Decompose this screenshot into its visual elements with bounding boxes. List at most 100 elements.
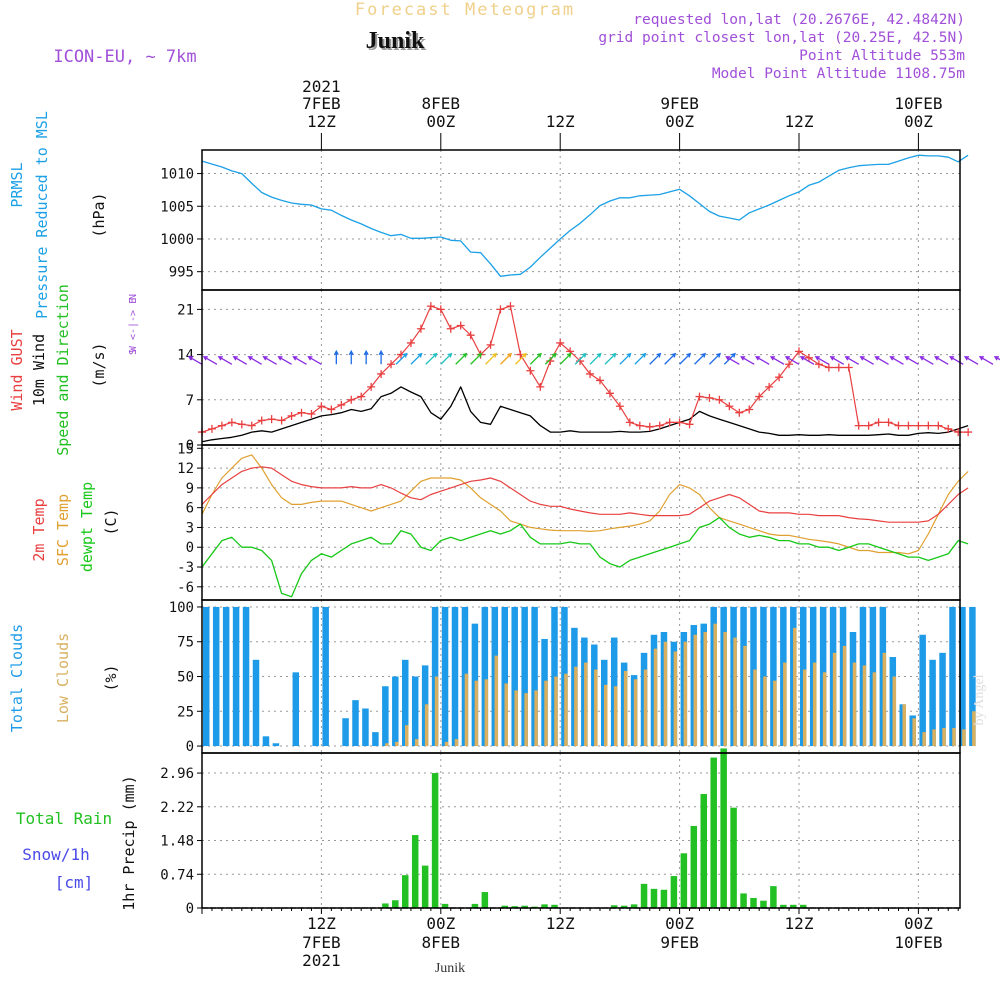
low-cloud-bar (414, 739, 419, 747)
low-cloud-bar (733, 637, 737, 747)
gust-point (904, 421, 913, 430)
gust-point (645, 422, 654, 431)
gust-point (317, 402, 326, 411)
bottom-axis-label: 00Z (665, 914, 694, 933)
label-precip-mm: 1hr Precip (mm) (120, 775, 138, 910)
low-cloud-bar (932, 729, 936, 747)
low-cloud-bar (405, 725, 409, 747)
total-cloud-bar (481, 606, 489, 747)
rain-bar (421, 865, 429, 908)
bottom-axis-label: 00Z (426, 914, 455, 933)
total-cloud-bar (521, 606, 528, 747)
wind-arrow (529, 352, 542, 365)
low-cloud-bar (683, 641, 688, 747)
gust-point (695, 392, 704, 401)
dewpt-line (201, 516, 969, 598)
low-cloud-bar (962, 729, 966, 747)
bottom-axis-label: 8FEB (422, 933, 461, 952)
total-cloud-bar (411, 676, 419, 747)
low-cloud-bar (872, 672, 877, 747)
wind-arrow (919, 356, 934, 365)
low-cloud-bar (554, 676, 558, 747)
low-cloud-bar (793, 627, 797, 747)
total-cloud-bar (382, 686, 389, 747)
gust-point (914, 421, 923, 430)
wind-arrow (348, 349, 354, 365)
bottom-axis-label: 12Z (546, 914, 575, 933)
low-cloud-bar (663, 641, 668, 747)
wind-arrow (514, 352, 527, 365)
rain-bar (481, 892, 489, 908)
low-cloud-bar (852, 662, 857, 747)
y-tick-label: 21 (177, 302, 194, 318)
top-axis-label: 7FEB (302, 94, 341, 113)
wind-arrow (485, 352, 498, 365)
total-cloud-bar (959, 606, 966, 747)
low-cloud-bar (584, 662, 588, 747)
low-cloud-bar (832, 652, 837, 747)
y-tick-label: 0 (186, 739, 194, 755)
gust-point (755, 392, 764, 401)
total-cloud-bar (969, 606, 976, 747)
rain-bar (640, 883, 648, 908)
low-cloud-bar (434, 676, 439, 747)
bottom-axis-label: 12Z (785, 914, 814, 933)
wind-arrow (634, 352, 647, 365)
total-cloud-bar (342, 718, 349, 747)
low-cloud-bar (604, 684, 608, 747)
top-axis-label: 10FEB (894, 94, 942, 113)
label-celsius: (C) (102, 508, 120, 535)
wind-arrow (904, 356, 919, 365)
low-cloud-bar (514, 690, 518, 747)
rain-bar (670, 876, 678, 908)
gust-point (635, 421, 644, 430)
gust-point (217, 421, 226, 430)
total-cloud-bar (451, 606, 459, 747)
rain-bar (541, 904, 548, 908)
gust-point (894, 421, 903, 430)
low-cloud-bar (703, 631, 707, 747)
top-axis-label: 00Z (665, 112, 694, 131)
rain-bar (620, 905, 628, 908)
rain-bar (551, 904, 558, 908)
label-total-clouds: Total Clouds (8, 624, 26, 732)
total-cloud-bar (262, 736, 270, 747)
rain-bar (471, 903, 479, 908)
low-cloud-bar (524, 693, 528, 747)
gust-point (715, 395, 724, 404)
gust-point (675, 418, 684, 427)
rain-bar (610, 905, 618, 908)
low-cloud-bar (564, 673, 568, 747)
wind-arrow (604, 352, 617, 365)
total-cloud-bar (352, 700, 359, 747)
total-cloud-bar (222, 606, 230, 747)
top-axis-label: 8FEB (422, 94, 461, 113)
gust-point (834, 363, 843, 372)
wind-panel: 0 7 14 21 (177, 302, 1000, 454)
wind-arrow (470, 352, 483, 365)
gust-point (486, 340, 495, 349)
low-cloud-bar (653, 648, 658, 747)
wind-arrow (292, 356, 307, 365)
low-cloud-bar (753, 669, 757, 747)
rain-bar (750, 897, 757, 908)
wind-arrow (559, 352, 572, 365)
gust-point (327, 405, 336, 414)
y-tick-label: 1005 (160, 199, 194, 215)
y-tick-label: -3 (177, 560, 194, 576)
compass-we: W <-|-> E (128, 298, 139, 352)
gust-point (874, 418, 883, 427)
gust-point (964, 428, 973, 437)
top-axis-label: 12Z (546, 112, 575, 131)
gust-point (804, 353, 813, 362)
bottom-axis-label: 10FEB (894, 933, 942, 952)
bottom-axis-label: 9FEB (660, 933, 699, 952)
total-cloud-bar (511, 606, 518, 747)
rain-bar (690, 825, 698, 908)
y-tick-label: 995 (169, 265, 194, 281)
top-axis-label: 9FEB (660, 94, 699, 113)
gust-point (277, 416, 286, 425)
wind-arrow (410, 352, 423, 365)
label-dewpt-temp: dewpt Temp (78, 482, 96, 572)
